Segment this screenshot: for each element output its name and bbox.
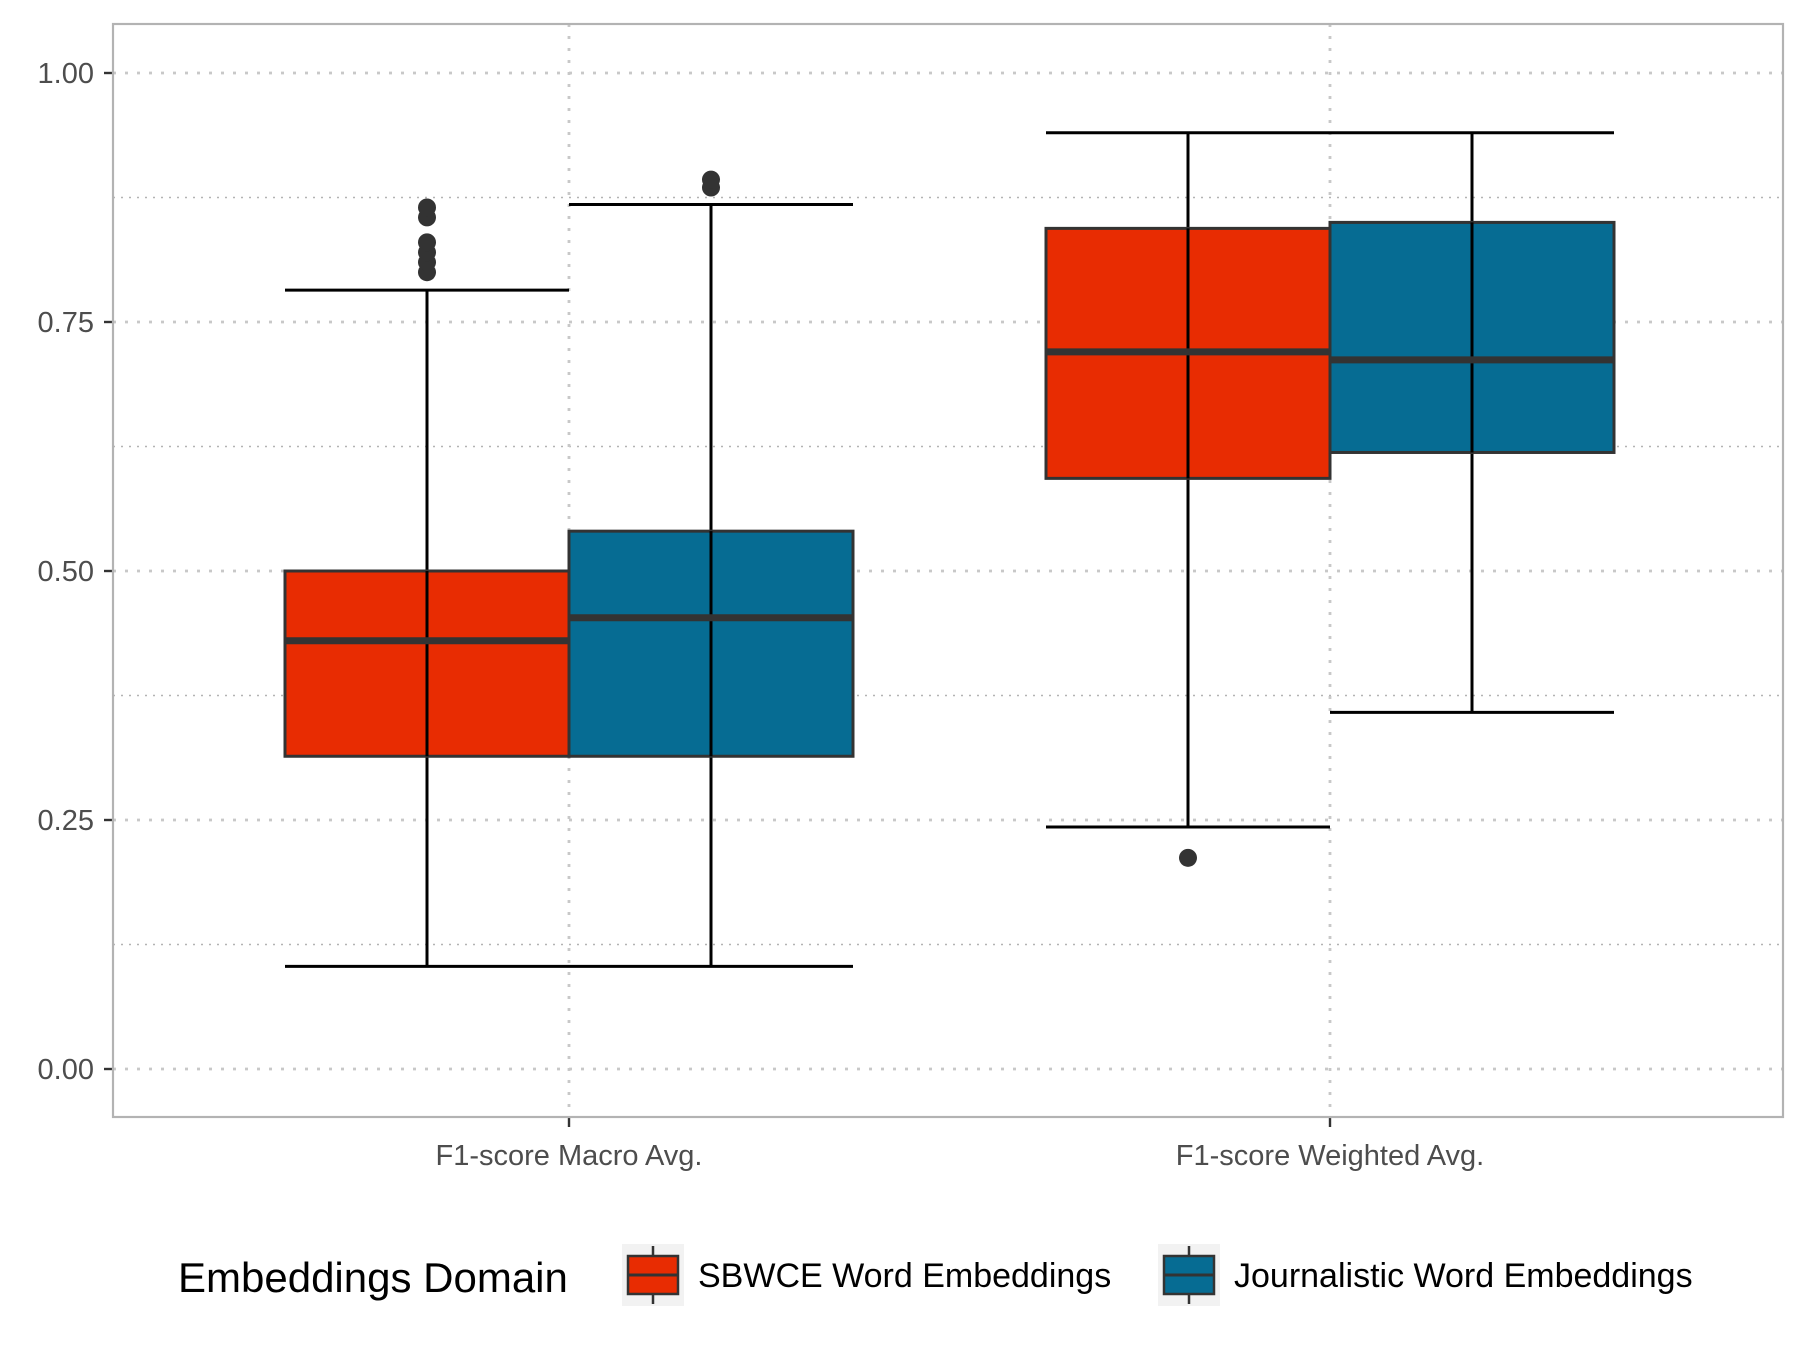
plot-panel-border xyxy=(111,22,1785,1119)
outlier-point xyxy=(702,170,720,189)
legend: Embeddings Domain SBWCE Word Embeddings J… xyxy=(178,1244,1693,1306)
boxes-layer xyxy=(283,131,1616,968)
x-tick-label: F1-score Macro Avg. xyxy=(435,1140,702,1172)
outlier-point xyxy=(418,198,436,217)
legend-item-0: SBWCE Word Embeddings xyxy=(622,1244,1111,1306)
legend-label: SBWCE Word Embeddings xyxy=(698,1257,1111,1295)
legend-keys: SBWCE Word Embeddings Journalistic Word E… xyxy=(622,1244,1693,1306)
x-tick-label: F1-score Weighted Avg. xyxy=(1176,1140,1484,1172)
box-0-0 xyxy=(283,198,571,968)
y-tick-label: 0.50 xyxy=(38,556,94,588)
y-tick-label: 0.75 xyxy=(38,307,94,339)
box-1-0 xyxy=(567,170,855,968)
legend-title: Embeddings Domain xyxy=(178,1254,568,1301)
outlier-point xyxy=(418,233,436,252)
legend-label: Journalistic Word Embeddings xyxy=(1234,1257,1693,1295)
x-axis: F1-score Macro Avg. F1-score Weighted Avg… xyxy=(435,1117,1484,1172)
y-tick-label: 1.00 xyxy=(38,58,94,90)
legend-item-1: Journalistic Word Embeddings xyxy=(1158,1244,1693,1306)
box-1-1 xyxy=(1328,131,1616,714)
box-0-1 xyxy=(1044,131,1332,867)
y-axis: 0.00 0.25 0.50 0.75 1.00 xyxy=(38,58,113,1086)
y-tick-label: 0.25 xyxy=(38,805,94,837)
y-tick-label: 0.00 xyxy=(38,1054,94,1086)
outlier-point xyxy=(1179,848,1197,867)
